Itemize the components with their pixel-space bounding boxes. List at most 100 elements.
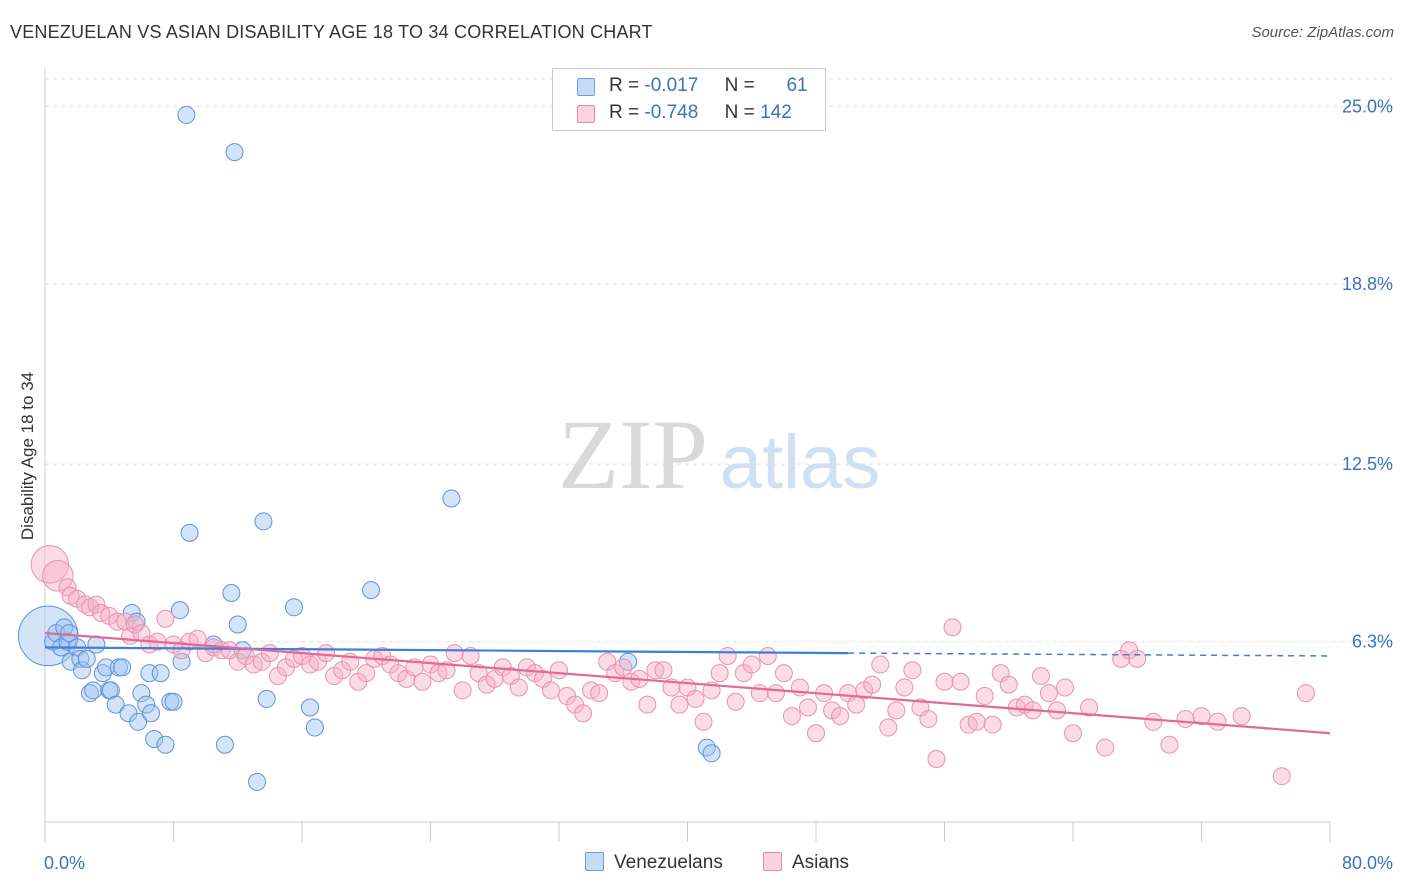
legend-r-value: -0.748 — [644, 102, 699, 123]
y-axis-label: Disability Age 18 to 34 — [18, 371, 37, 541]
venezuelan-point — [101, 681, 120, 700]
asian-point — [831, 707, 850, 726]
asian-point — [42, 560, 74, 592]
bottom-legend-label-venezuelans: Venezuelans — [614, 852, 723, 873]
venezuelan-point — [305, 718, 324, 737]
trend-lines — [44, 631, 1331, 735]
venezuelan-point — [301, 698, 320, 717]
asian-point — [943, 618, 962, 637]
asian-point — [798, 698, 817, 717]
asian-point — [461, 646, 480, 665]
venezuelan-point — [215, 735, 234, 754]
venezuelan-point — [222, 583, 241, 602]
venezuelan-point — [233, 641, 252, 660]
venezuelan-point — [132, 684, 151, 703]
venezuelan-point — [106, 695, 125, 714]
venezuelan-point — [80, 684, 99, 703]
watermark-atlas: atlas — [720, 420, 881, 505]
asian-point — [437, 661, 456, 680]
asian-point — [710, 664, 729, 683]
grid-lines — [45, 78, 1392, 643]
venezuelan-point — [254, 512, 273, 531]
asian-point — [1039, 684, 1058, 703]
asian-point — [156, 609, 175, 628]
venezuelan-point — [156, 735, 175, 754]
venezuelan-point — [619, 652, 638, 671]
asian-point — [260, 644, 279, 663]
asian-point — [1176, 709, 1195, 728]
venezuelan-point — [362, 581, 381, 600]
axes — [44, 68, 1331, 842]
bottom-legend-swatch-asians — [763, 852, 782, 871]
asian-point — [686, 689, 705, 708]
asian-point — [983, 715, 1002, 734]
asian-point — [87, 595, 106, 614]
asian-point — [879, 718, 898, 737]
asian-point — [590, 684, 609, 703]
venezuelan-point — [225, 143, 244, 162]
legend-swatch-asians — [577, 105, 595, 123]
legend-r-label: R = — [609, 102, 640, 123]
venezuelan-point — [142, 704, 161, 723]
venezuelan-point — [84, 681, 103, 700]
asian-point — [887, 701, 906, 720]
bottom-legend-asians: Asians — [763, 852, 849, 874]
chart-title: VENEZUELAN VS ASIAN DISABILITY AGE 18 TO… — [10, 22, 653, 42]
asian-point — [574, 704, 593, 723]
venezuelan-trend-line-extension — [848, 652, 1331, 657]
y-tick-label: 18.8% — [1342, 274, 1393, 294]
venezuelan-point — [177, 105, 196, 124]
watermark-zip: ZIP — [558, 399, 708, 510]
asian-point — [1296, 684, 1315, 703]
asian-point — [967, 712, 986, 731]
asian-point — [188, 629, 207, 648]
asian-trend-line — [44, 631, 1331, 735]
bottom-legend-venezuelans: Venezuelans — [585, 852, 723, 874]
venezuelan-point — [97, 658, 116, 677]
asian-point — [550, 661, 568, 680]
asian-point — [1192, 707, 1211, 726]
venezuelan-point — [151, 664, 170, 683]
asian-point — [413, 672, 432, 691]
asian-point — [1272, 767, 1291, 786]
venezuelan-point — [145, 729, 164, 748]
asian-point — [758, 646, 777, 665]
asian-point — [638, 695, 657, 714]
venezuelan-point — [697, 738, 716, 757]
asian-point — [919, 709, 938, 728]
asian-point — [903, 661, 922, 680]
venezuelan-point — [442, 489, 461, 508]
legend-r-value: -0.017 — [644, 75, 699, 96]
asian-point — [453, 681, 472, 700]
y-tick-label: 25.0% — [1342, 96, 1393, 116]
asian-point — [742, 655, 761, 674]
venezuelan-point — [284, 598, 303, 617]
asian-point — [1144, 712, 1163, 731]
asian-point — [726, 692, 745, 711]
venezuelan-trend-line — [44, 646, 849, 655]
venezuelan-point — [129, 712, 148, 731]
venezuelan-point — [93, 664, 112, 683]
venezuelan-point — [60, 624, 79, 643]
asian-point — [782, 707, 801, 726]
asian-point — [999, 675, 1018, 694]
legend-swatch-venezuelans — [577, 78, 595, 96]
venezuelan-point — [257, 689, 276, 708]
asian-point — [541, 681, 560, 700]
venezuelan-point — [137, 695, 156, 714]
asian-point — [1080, 698, 1099, 717]
venezuelan-point — [55, 618, 74, 637]
asian-point — [1047, 701, 1066, 720]
venezuelan-point — [71, 649, 90, 668]
asian-point — [1160, 735, 1179, 754]
bottom-legend-label-asians: Asians — [792, 852, 850, 873]
asian-point — [863, 675, 882, 694]
legend-r-label: R = — [609, 75, 640, 96]
asian-point — [654, 661, 673, 680]
asian-point — [357, 664, 376, 683]
watermark: ZIP atlas — [558, 399, 880, 510]
asian-point — [614, 658, 633, 677]
y-tick-label: 6.3% — [1352, 632, 1393, 652]
legend-n-label: N = — [724, 102, 755, 123]
